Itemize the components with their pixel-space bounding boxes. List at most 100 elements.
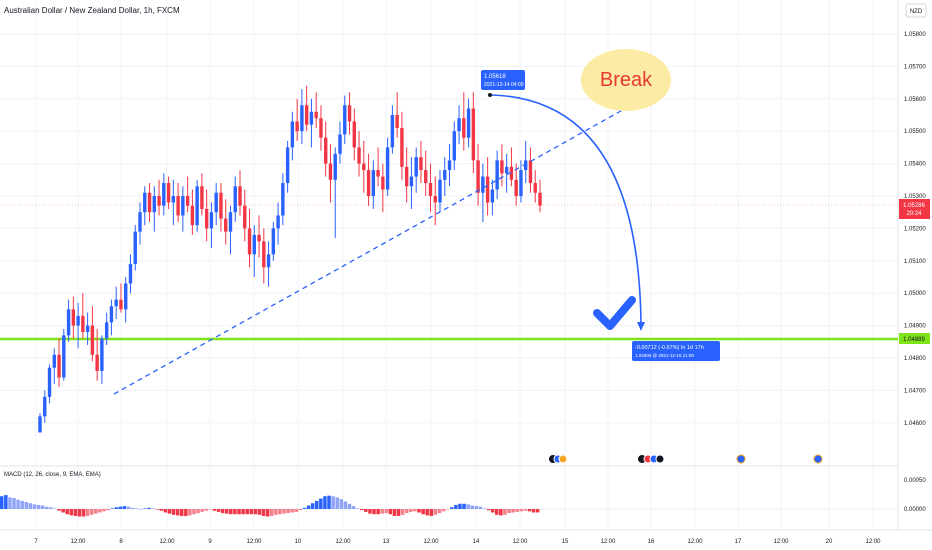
- candle-body[interactable]: [133, 231, 137, 265]
- candle-body[interactable]: [319, 118, 323, 138]
- candle-body[interactable]: [243, 205, 247, 229]
- candle-body[interactable]: [124, 283, 128, 310]
- candle-body[interactable]: [157, 196, 161, 206]
- candle-body[interactable]: [324, 137, 328, 164]
- candle-body[interactable]: [362, 163, 366, 171]
- candle-body[interactable]: [462, 118, 466, 138]
- candle-body[interactable]: [81, 315, 85, 333]
- candle-body[interactable]: [300, 105, 304, 132]
- candle-body[interactable]: [295, 121, 299, 132]
- candle-body[interactable]: [190, 205, 195, 226]
- candle-body[interactable]: [219, 192, 223, 219]
- candle-body[interactable]: [200, 186, 204, 209]
- candle-body[interactable]: [447, 160, 452, 171]
- candle-body[interactable]: [185, 196, 190, 206]
- candle-body[interactable]: [424, 170, 428, 184]
- macd-histogram[interactable]: [0, 495, 540, 517]
- candle-body[interactable]: [404, 166, 409, 187]
- candle-body[interactable]: [528, 160, 533, 184]
- candle-body[interactable]: [519, 170, 523, 196]
- candle-body[interactable]: [347, 105, 352, 122]
- candle-body[interactable]: [433, 196, 437, 203]
- candle-body[interactable]: [276, 215, 280, 229]
- candle-body[interactable]: [485, 176, 490, 203]
- candle-body[interactable]: [514, 179, 518, 196]
- candle-body[interactable]: [385, 147, 390, 190]
- candle-body[interactable]: [266, 254, 271, 268]
- candle-body[interactable]: [395, 115, 399, 128]
- event-icon[interactable]: [558, 454, 568, 464]
- candle-body[interactable]: [90, 325, 95, 355]
- candle-body[interactable]: [224, 218, 228, 232]
- candle-body[interactable]: [38, 416, 42, 433]
- candles[interactable]: [38, 85, 542, 433]
- candle-body[interactable]: [262, 241, 266, 268]
- candle-body[interactable]: [62, 335, 66, 378]
- candle-body[interactable]: [238, 186, 242, 206]
- candle-body[interactable]: [352, 121, 356, 148]
- candle-body[interactable]: [290, 121, 295, 148]
- candle-body[interactable]: [138, 212, 142, 232]
- candle-body[interactable]: [247, 228, 252, 255]
- candle-body[interactable]: [85, 325, 90, 333]
- candle-body[interactable]: [128, 264, 133, 284]
- candle-body[interactable]: [114, 299, 118, 307]
- candle-body[interactable]: [471, 108, 476, 161]
- candle-body[interactable]: [504, 166, 509, 174]
- candle-body[interactable]: [233, 186, 237, 213]
- candle-body[interactable]: [338, 134, 342, 154]
- candle-body[interactable]: [47, 367, 52, 397]
- candle-body[interactable]: [481, 176, 485, 193]
- candle-body[interactable]: [195, 186, 199, 226]
- candle-body[interactable]: [452, 131, 456, 161]
- candle-body[interactable]: [438, 179, 442, 203]
- candle-body[interactable]: [71, 309, 76, 326]
- candle-body[interactable]: [119, 299, 123, 310]
- candle-body[interactable]: [538, 192, 542, 206]
- candle-body[interactable]: [457, 118, 461, 132]
- candle-body[interactable]: [66, 309, 71, 336]
- candle-body[interactable]: [500, 160, 504, 174]
- macd-axis[interactable]: 0.00050 0.00000: [904, 478, 926, 513]
- candle-body[interactable]: [147, 192, 152, 213]
- economic-events[interactable]: [549, 454, 823, 464]
- candle-body[interactable]: [162, 183, 166, 206]
- candle-body[interactable]: [214, 192, 218, 213]
- event-icon[interactable]: [736, 454, 746, 464]
- candle-body[interactable]: [309, 111, 314, 125]
- candle-body[interactable]: [428, 183, 433, 196]
- candle-body[interactable]: [204, 208, 209, 229]
- candle-body[interactable]: [366, 170, 371, 196]
- candle-body[interactable]: [152, 196, 156, 213]
- candle-body[interactable]: [209, 212, 214, 229]
- candle-body[interactable]: [57, 354, 61, 378]
- candle-body[interactable]: [381, 176, 385, 190]
- candle-body[interactable]: [333, 153, 337, 180]
- candle-body[interactable]: [281, 183, 285, 216]
- candle-body[interactable]: [495, 160, 499, 190]
- candle-body[interactable]: [271, 228, 276, 255]
- candle-body[interactable]: [509, 166, 514, 180]
- trendline[interactable]: [113, 87, 663, 395]
- candle-body[interactable]: [328, 163, 333, 180]
- candle-body[interactable]: [414, 157, 418, 177]
- candle-body[interactable]: [314, 111, 318, 119]
- candle-body[interactable]: [252, 234, 256, 255]
- candle-body[interactable]: [43, 396, 47, 417]
- candle-body[interactable]: [257, 234, 261, 242]
- candle-body[interactable]: [343, 105, 347, 135]
- candle-body[interactable]: [419, 157, 423, 171]
- event-icon[interactable]: [655, 454, 665, 464]
- candle-body[interactable]: [371, 170, 376, 196]
- candle-body[interactable]: [228, 212, 233, 232]
- candle-body[interactable]: [533, 183, 537, 193]
- candle-body[interactable]: [400, 127, 404, 167]
- candle-body[interactable]: [52, 354, 56, 368]
- price-axis[interactable]: 1.05800 1.05700 1.05600 1.05500 1.05400 1.053…: [904, 32, 926, 427]
- candle-body[interactable]: [524, 160, 528, 171]
- candle-body[interactable]: [76, 315, 80, 326]
- candle-body[interactable]: [109, 306, 114, 323]
- candle-body[interactable]: [95, 354, 99, 371]
- candle-body[interactable]: [390, 115, 395, 148]
- candle-body[interactable]: [104, 322, 109, 339]
